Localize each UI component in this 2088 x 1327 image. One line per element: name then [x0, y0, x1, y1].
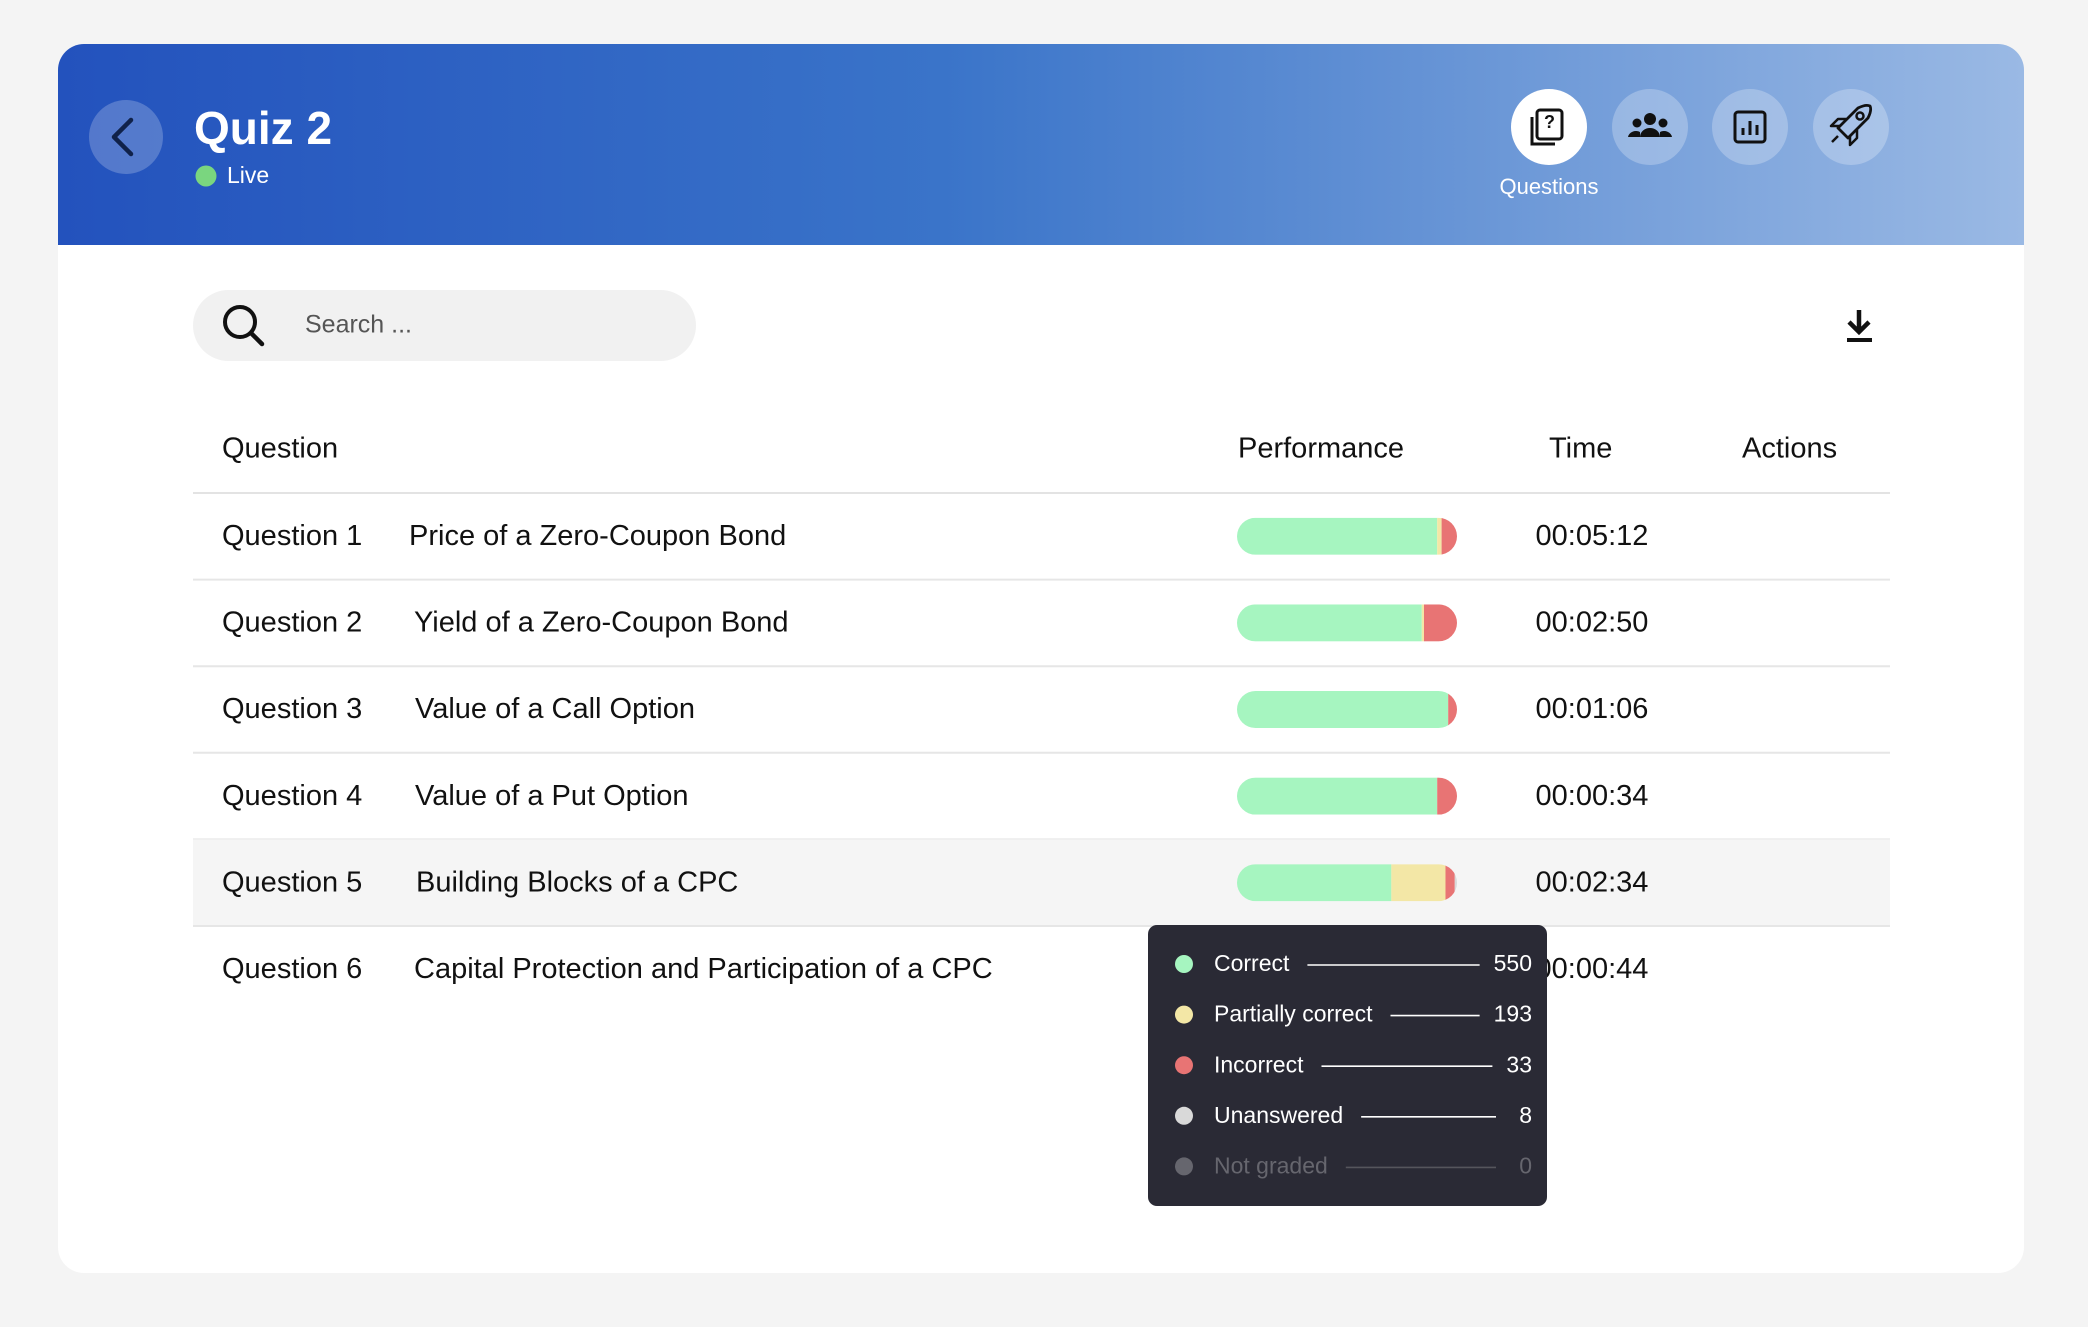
question-number: Question 6 [222, 953, 362, 985]
question-number: Question 2 [222, 607, 362, 639]
legend-value: 0 [1519, 1152, 1532, 1178]
legend-value: 8 [1519, 1102, 1532, 1128]
legend-value: 33 [1506, 1051, 1532, 1077]
status-dot [195, 165, 217, 187]
download-button[interactable] [1847, 310, 1872, 342]
legend-label: Correct [1214, 950, 1290, 976]
legend-dot [1175, 1056, 1193, 1075]
performance-segment [1237, 864, 1392, 902]
question-title: Price of a Zero-Coupon Bond [409, 520, 786, 552]
performance-segment [1391, 864, 1446, 902]
tooltip: Correct 550 Partially correct 193 Incorrect 3… [1148, 925, 1547, 1206]
performance-bar [1237, 864, 1457, 902]
legend-value: 193 [1494, 1001, 1532, 1027]
question-number: Question 3 [222, 693, 362, 725]
performance-segment [1237, 691, 1449, 728]
question-title: Capital Protection and Participation of … [414, 953, 993, 985]
performance-segment [1437, 777, 1457, 815]
nav-launch[interactable] [1813, 89, 1889, 165]
performance-segment [1424, 604, 1457, 642]
performance-segment [1454, 864, 1457, 902]
performance-segment [1237, 777, 1438, 815]
search-placeholder: Search ... [305, 311, 412, 339]
question-time: 00:02:34 [1536, 866, 1649, 898]
legend-dot [1175, 1157, 1193, 1176]
legend-label: Not graded [1214, 1152, 1328, 1178]
legend-dot [1175, 1106, 1193, 1125]
legend-value: 550 [1494, 950, 1532, 976]
question-time: 00:05:12 [1536, 520, 1649, 552]
legend-label: Partially correct [1214, 1001, 1373, 1027]
performance-bar [1237, 604, 1457, 642]
column-header: Question [222, 433, 338, 465]
quiz-title: Quiz 2 [194, 102, 332, 154]
legend-dot [1175, 955, 1193, 973]
performance-segment [1421, 604, 1424, 642]
svg-text:?: ? [1544, 112, 1555, 132]
legend-dot [1175, 1005, 1193, 1024]
question-title: Yield of a Zero-Coupon Bond [414, 607, 789, 639]
question-time: 00:02:50 [1536, 607, 1649, 639]
question-number: Question 4 [222, 780, 362, 812]
question-time: 00:00:34 [1536, 780, 1649, 812]
nav-questions[interactable]: ? [1511, 89, 1587, 165]
question-title: Building Blocks of a CPC [416, 866, 738, 898]
performance-bar [1237, 777, 1457, 815]
nav-participants[interactable] [1612, 89, 1688, 165]
question-title: Value of a Call Option [415, 693, 695, 725]
performance-segment [1441, 517, 1457, 555]
performance-segment [1237, 604, 1422, 642]
question-time: 00:01:06 [1536, 693, 1649, 725]
search-box[interactable]: Search ... [193, 290, 696, 361]
card [58, 44, 2024, 1273]
nav-stats[interactable] [1712, 89, 1788, 165]
performance-segment [1437, 517, 1442, 555]
performance-bar [1237, 517, 1457, 555]
question-number: Question 1 [222, 520, 362, 552]
performance-bar [1237, 691, 1457, 728]
header-bar [58, 44, 2024, 245]
status-label: Live [227, 162, 269, 188]
performance-segment [1237, 517, 1438, 555]
performance-segment [1445, 864, 1455, 902]
column-header: Time [1549, 433, 1612, 465]
row-highlight [193, 839, 1890, 926]
legend-label: Incorrect [1214, 1051, 1304, 1077]
performance-segment [1448, 691, 1457, 728]
nav-label: Questions [1499, 174, 1598, 199]
column-header: Actions [1742, 433, 1837, 465]
question-number: Question 5 [222, 866, 362, 898]
question-time: 00:00:44 [1536, 953, 1649, 985]
legend-label: Unanswered [1214, 1102, 1343, 1128]
back-button[interactable] [89, 100, 163, 174]
table: Question Performance Time Actions Question 1… [193, 433, 1890, 985]
question-title: Value of a Put Option [415, 780, 689, 812]
column-header: Performance [1238, 433, 1404, 465]
